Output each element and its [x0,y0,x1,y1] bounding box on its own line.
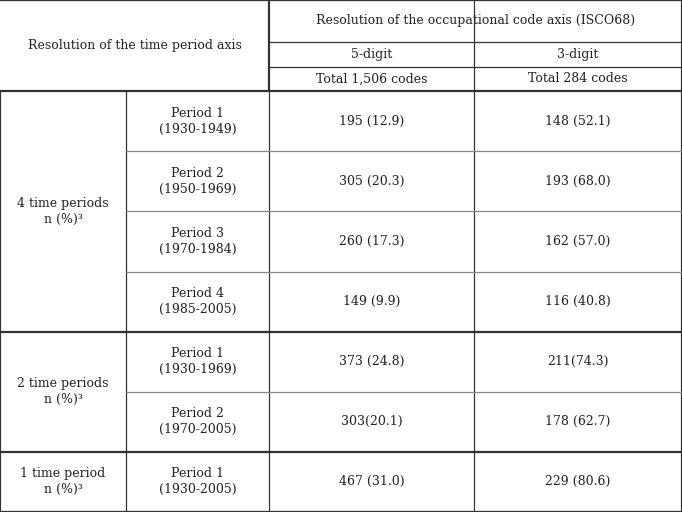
Text: 195 (12.9): 195 (12.9) [339,115,404,127]
Text: 149 (9.9): 149 (9.9) [343,295,400,308]
Text: 467 (31.0): 467 (31.0) [339,476,404,488]
Text: Period 1
(1930-1969): Period 1 (1930-1969) [159,347,237,376]
Text: Total 284 codes: Total 284 codes [528,72,628,86]
Text: 193 (68.0): 193 (68.0) [545,175,611,188]
Text: 2 time periods
n (%)³: 2 time periods n (%)³ [17,377,109,406]
Text: 303(20.1): 303(20.1) [341,415,402,429]
Text: 305 (20.3): 305 (20.3) [339,175,404,188]
Text: Resolution of the time period axis: Resolution of the time period axis [28,39,241,52]
Text: Period 2
(1970-2005): Period 2 (1970-2005) [159,408,237,436]
Text: 229 (80.6): 229 (80.6) [546,476,610,488]
Text: 260 (17.3): 260 (17.3) [339,235,404,248]
Text: 116 (40.8): 116 (40.8) [545,295,611,308]
Text: Total 1,506 codes: Total 1,506 codes [316,72,428,86]
Text: 211(74.3): 211(74.3) [547,355,609,368]
Text: 148 (52.1): 148 (52.1) [545,115,611,127]
Text: Period 1
(1930-2005): Period 1 (1930-2005) [159,467,237,497]
Text: Period 2
(1950-1969): Period 2 (1950-1969) [159,167,237,196]
Text: Period 4
(1985-2005): Period 4 (1985-2005) [159,287,237,316]
Text: 4 time periods
n (%)³: 4 time periods n (%)³ [17,197,109,226]
Text: 1 time period
n (%)³: 1 time period n (%)³ [20,467,106,497]
Text: Period 3
(1970-1984): Period 3 (1970-1984) [159,227,237,256]
Text: 5-digit: 5-digit [351,48,392,61]
Text: Period 1
(1930-1949): Period 1 (1930-1949) [159,106,237,136]
Text: 178 (62.7): 178 (62.7) [546,415,610,429]
Text: Resolution of the occupational code axis (ISCO68): Resolution of the occupational code axis… [316,14,635,28]
Text: 373 (24.8): 373 (24.8) [339,355,404,368]
Text: 3-digit: 3-digit [557,48,599,61]
Text: 162 (57.0): 162 (57.0) [546,235,610,248]
